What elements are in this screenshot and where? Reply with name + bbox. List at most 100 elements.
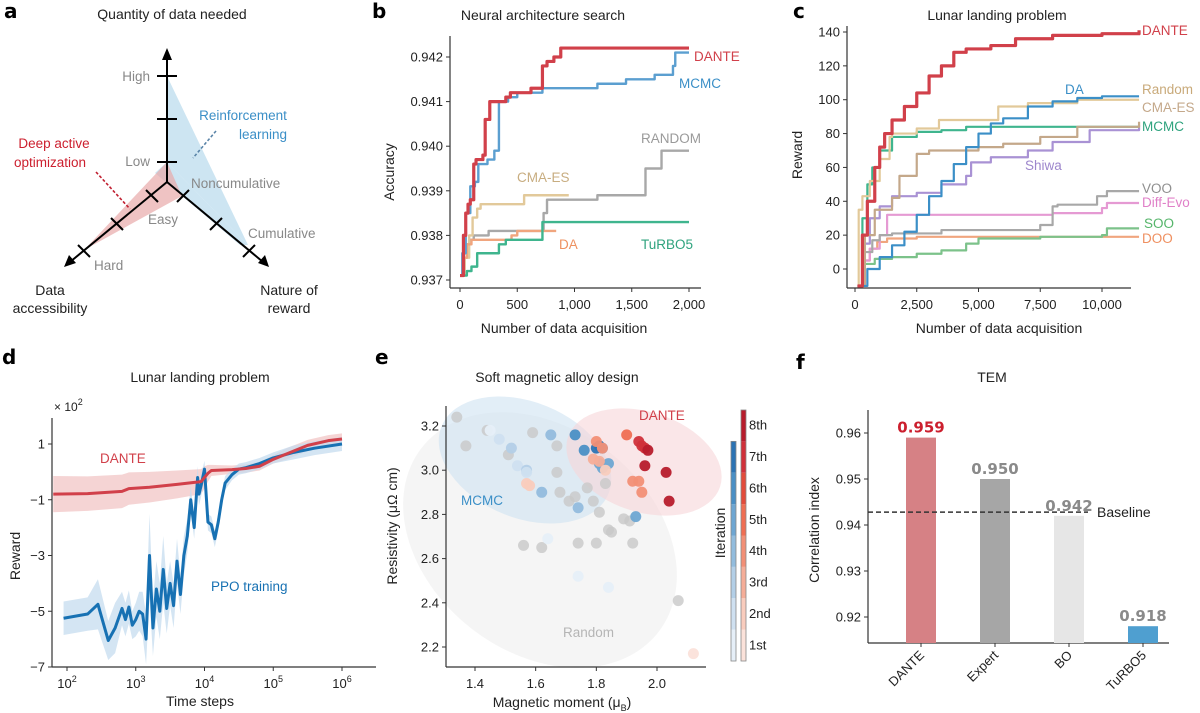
panel-e: e Soft magnetic alloy design 2.22.42.62.… [375,345,771,713]
point-mcmc [578,444,590,456]
mcmc-region [438,396,612,524]
b-label-cmaes: CMA-ES [517,170,570,185]
c-label-random: Random [1142,82,1193,97]
x-tick-label: 7,500 [1024,297,1057,312]
point-dante [639,460,651,472]
x-tick-label: 0 [851,297,858,312]
panel-b-series [460,46,689,278]
point-random [627,537,639,549]
x-tick-label: 2,000 [673,297,706,312]
label-cumulative: Cumulative [248,226,316,241]
y-tick-label: 0.942 [410,50,443,65]
panel-b-title: Neural architecture search [461,7,625,23]
arrowhead-up-icon [162,48,172,60]
point-random [587,495,599,507]
point-random [590,537,602,549]
y-tick-label: 1 [38,437,45,452]
point-mcmc [511,460,523,472]
x-tick-label: 0 [456,297,463,312]
colorbar-blue-segment [731,598,736,630]
rl-label-line1: Reinforcement [199,108,287,123]
y-tick-label: 0.93 [836,564,861,579]
point-dante [663,495,675,507]
y-tick-label: 0.95 [836,472,861,487]
panel-c: c Lunar landing problem 0 20 40 60 80 100 120 1… [789,0,1195,336]
x-tick-label: 104 [195,674,214,691]
label-low: Low [125,154,150,169]
label-high: High [122,69,150,84]
y-tick-label: 100 [818,92,840,107]
point-dante [599,464,611,476]
y-tick-label: 3.0 [421,463,439,478]
series-line-voo [857,190,1140,288]
panel-label-f: f [796,350,805,374]
point-dante [593,455,605,467]
colorbar-label: 2nd [749,606,771,621]
b-label-da: DA [559,237,578,252]
panel-a-title: Quantity of data needed [97,6,246,22]
panel-label-e: e [375,345,389,369]
colorbar-red-segment [741,441,746,473]
y-tick-label: 80 [826,126,840,141]
x-tick-label: 1,500 [615,297,648,312]
y-tick-label: 2.4 [421,595,439,610]
colorbar-red-segment [741,535,746,567]
x-tick-label: 102 [57,674,76,691]
point-random [527,427,539,439]
point-mcmc [484,424,496,436]
panel-c-series [857,30,1141,288]
x-tick-label: 1.4 [466,676,484,691]
axis-name-accessibility-1: Data [35,282,65,298]
point-dante [596,442,608,454]
dao-region [84,162,182,250]
x-tick-label: 5,000 [962,297,995,312]
colorbar-red-segment [741,566,746,599]
y-tick-label: 0.92 [836,610,861,625]
bar-turbo5 [1128,626,1158,643]
c-label-soo: SOO [1144,216,1174,231]
point-random [451,411,463,423]
y-tick-label: 2.2 [421,640,439,655]
y-tick-label: −3 [30,548,45,563]
point-mcmc [572,502,584,514]
panel-e-axes: 2.2 2.4 2.6 2.8 3.0 3.2 1.4 1.6 1.8 2.0 [421,406,706,691]
c-label-shiwa: Shiwa [1025,158,1062,173]
colorbar-red-segment [741,410,746,442]
point-mcmc [505,442,517,454]
point-mcmc [536,486,548,498]
panel-c-title: Lunar landing problem [927,7,1066,23]
tri-axes [69,55,264,263]
b-label-mcmc: MCMC [679,76,721,91]
baseline-label: Baseline [1097,504,1151,520]
d-label-ppo: PPO training [211,579,288,594]
x-tick-label: 10,000 [1082,297,1122,312]
series-line-dante [460,46,689,278]
point-dante [524,480,536,492]
b-xlabel: Number of data acquisition [481,320,648,336]
e-label-dante: DANTE [639,408,685,423]
point-mcmc [545,429,557,441]
series-line-cma-es [857,121,1141,288]
panel-d-bands [53,433,342,665]
y-tick-label: 60 [826,160,840,175]
panel-d: d Lunar landing problem × 102 −7 −5 −3 −1 1 1… [2,345,376,709]
panel-b-axes: 0.937 0.938 0.939 0.940 0.941 0.942 0 500 1,000 1… [410,36,705,312]
point-random [572,537,584,549]
y-tick-label: 0.938 [410,228,443,243]
y-tick-label: −7 [30,660,45,675]
point-dante [660,466,672,478]
c-label-cmaes: CMA-ES [1142,100,1195,115]
y-tick-label: 20 [826,228,840,243]
panel-e-points [451,411,699,660]
e-label-mcmc: MCMC [461,493,503,508]
panel-label-b: b [372,0,386,23]
colorbar-red-segment [741,472,746,505]
d-ylabel: Reward [7,532,23,580]
e-ylabel: Resistivity (μΩ cm) [384,467,400,584]
value-label: 0.942 [1045,497,1092,515]
point-mcmc [602,581,614,593]
x-tick-label: 1.8 [587,676,605,691]
label-hard: Hard [94,258,123,273]
colorbar-blue-segment [731,441,736,473]
point-mcmc [521,466,533,478]
